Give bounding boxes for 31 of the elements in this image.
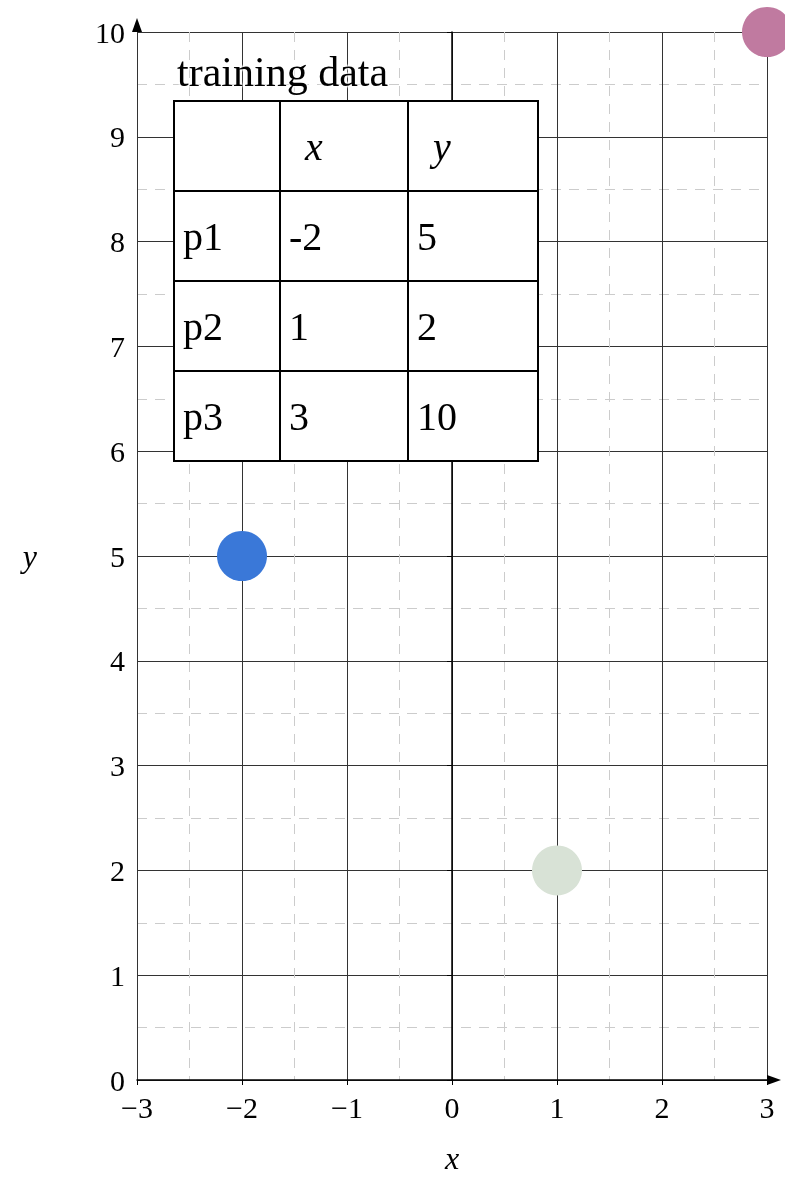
text: 10	[417, 393, 457, 439]
y-tick-label: 8	[110, 225, 125, 259]
x-tick-label: −1	[331, 1090, 363, 1124]
text: -2	[289, 213, 323, 259]
category-label: p1	[183, 213, 223, 259]
y-tick-label: 2	[110, 853, 125, 887]
y-tick-label: 6	[110, 434, 125, 468]
x-tick-label: 0	[444, 1090, 460, 1124]
x-tick-label: 1	[549, 1090, 565, 1124]
y-tick-label: 10	[95, 15, 125, 49]
y-tick-label: 1	[110, 958, 125, 992]
category-label: p3	[183, 393, 223, 439]
x-axis-title: x	[443, 1140, 460, 1176]
text: 3	[289, 393, 309, 439]
x-tick-label: 3	[759, 1090, 775, 1124]
y-tick-label: 4	[110, 644, 125, 678]
y-tick-label: 5	[110, 539, 125, 573]
text: 5	[417, 213, 437, 259]
x-tick-label: 2	[654, 1090, 670, 1124]
text: 1	[289, 303, 309, 349]
category-label: x	[280, 101, 408, 191]
category-label: p2	[183, 303, 223, 349]
x-tick-label: −2	[226, 1090, 258, 1124]
y-tick-label: 3	[110, 749, 125, 783]
point	[532, 845, 582, 896]
category-label: y	[408, 101, 538, 191]
y-axis-title: y	[19, 538, 38, 574]
text: 2	[417, 303, 437, 349]
y-tick-label: 7	[110, 329, 125, 363]
point	[217, 531, 267, 581]
y-tick-label: 9	[110, 120, 125, 154]
